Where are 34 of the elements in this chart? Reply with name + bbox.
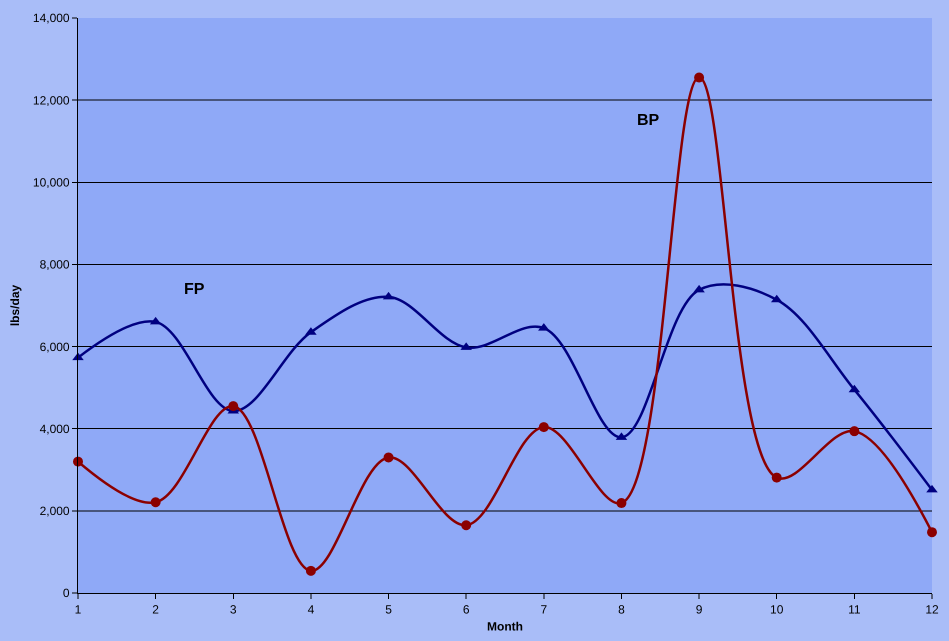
y-tick-label: 6,000: [40, 340, 70, 354]
point: [306, 566, 316, 576]
x-tick-label: 10: [770, 602, 784, 616]
x-tick-label: 4: [308, 602, 315, 616]
point: [461, 520, 472, 530]
text: FP: [184, 281, 205, 298]
point: [927, 527, 937, 538]
point: [538, 422, 549, 432]
x-tick-label: 7: [540, 602, 548, 616]
x-axis-title: Month: [487, 619, 523, 634]
x-tick-label: 11: [848, 602, 861, 616]
point: [384, 452, 394, 462]
y-tick-label: 4,000: [40, 422, 70, 436]
y-axis-title: lbs/day: [8, 284, 22, 326]
x-tick-label: 8: [618, 602, 626, 616]
x-tick-label: 5: [385, 602, 392, 616]
y-tick-label: 14,000: [32, 11, 70, 26]
x-tick-label: 1: [74, 602, 82, 616]
y-tick-label: 12,000: [32, 93, 70, 108]
x-tick-label: 9: [696, 602, 703, 616]
point: [849, 426, 860, 436]
series-label: BP: [637, 112, 660, 129]
y-tick-label: 0: [62, 586, 70, 600]
y-tick-label: 10,000: [32, 175, 70, 190]
y-tick-label: 2,000: [40, 504, 70, 518]
point: [616, 498, 626, 508]
x-tick-label: 6: [462, 602, 470, 616]
point: [228, 401, 238, 412]
x-tick-label: 3: [230, 602, 237, 616]
point: [150, 497, 161, 508]
x-tick-label: 12: [925, 602, 939, 616]
point: [772, 472, 782, 483]
x-tick-label: 2: [152, 602, 160, 616]
y-tick-label: 8,000: [40, 258, 70, 272]
